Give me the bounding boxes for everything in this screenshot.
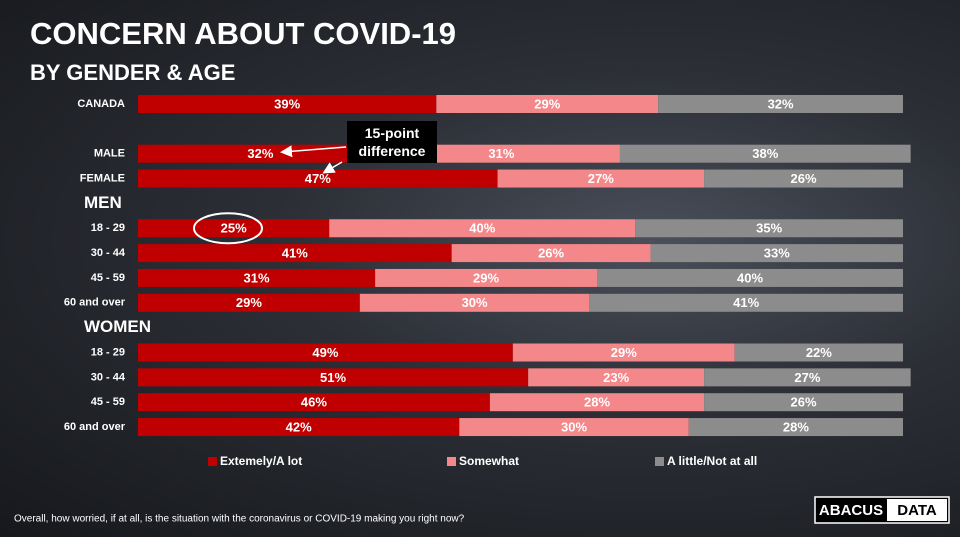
value-label: 27% [588, 171, 614, 186]
category-label: 18 - 29 [91, 346, 125, 358]
bar-segment [635, 219, 903, 238]
value-label: 26% [791, 395, 817, 410]
value-label: 29% [611, 345, 637, 360]
value-label: 41% [282, 246, 308, 261]
bar-segment [382, 144, 620, 163]
value-label: 26% [791, 171, 817, 186]
bar-segment [451, 244, 651, 263]
bar-segment [138, 268, 376, 287]
logo-left: ABACUS [819, 502, 883, 519]
value-label: 46% [301, 395, 327, 410]
bar-segment [138, 219, 330, 238]
chart-title: CONCERN ABOUT COVID-19 [30, 16, 456, 51]
arrow [280, 145, 347, 158]
legend-swatch [208, 457, 217, 466]
value-label: 22% [806, 345, 832, 360]
value-label: 31% [488, 146, 514, 161]
value-label: 38% [752, 146, 778, 161]
value-label: 29% [473, 270, 499, 285]
bar-segment [329, 219, 636, 238]
value-label: 41% [733, 295, 759, 310]
category-label: CANADA [77, 98, 125, 110]
value-label: 32% [247, 146, 273, 161]
bar-segment [497, 169, 705, 188]
bar-segment [138, 343, 513, 362]
bar-segment [138, 293, 360, 312]
annotation: 15-point difference [347, 121, 437, 163]
value-label: 31% [244, 270, 270, 285]
bar-segment [734, 343, 903, 362]
bar-segment [589, 293, 903, 312]
value-label: 42% [286, 419, 312, 434]
category-label: 60 and over [64, 297, 126, 309]
legend-swatch [655, 457, 664, 466]
bar-segment [597, 268, 903, 287]
value-label: 30% [462, 295, 488, 310]
bar-segment [138, 393, 490, 412]
logo-right: DATA [897, 502, 937, 519]
footnote: Overall, how worried, if at all, is the … [14, 514, 465, 525]
legend-label: A little/Not at all [667, 454, 757, 468]
bar-segment [704, 169, 903, 188]
value-label: 40% [469, 221, 495, 236]
category-label: FEMALE [80, 172, 125, 184]
value-label: 25% [221, 221, 247, 236]
value-label: 33% [764, 246, 790, 261]
value-label: 40% [737, 270, 763, 285]
value-label: 28% [584, 395, 610, 410]
legend-label: Somewhat [459, 454, 519, 468]
category-label: 18 - 29 [91, 222, 125, 234]
logo-box-right [887, 499, 947, 521]
group-label: WOMEN [84, 317, 151, 336]
bar-segment [138, 244, 452, 263]
bar-segment [375, 268, 597, 287]
value-label: 23% [603, 370, 629, 385]
category-label: 45 - 59 [91, 396, 125, 408]
category-label: 30 - 44 [91, 247, 126, 259]
legend-swatch [447, 457, 456, 466]
category-label: MALE [94, 148, 125, 160]
value-label: 29% [236, 295, 262, 310]
bar-segment [489, 393, 705, 412]
bar-segment [619, 144, 911, 163]
category-label: 60 and over [64, 421, 126, 433]
bar-segment [650, 244, 903, 263]
value-label: 28% [783, 419, 809, 434]
value-label: 51% [320, 370, 346, 385]
bar-segment [459, 418, 689, 437]
value-label: 30% [561, 419, 587, 434]
bar-segment [512, 343, 735, 362]
bar-segment [688, 418, 903, 437]
bar-segment [436, 95, 659, 113]
value-label: 27% [794, 370, 820, 385]
arrow [322, 161, 343, 174]
category-label: 30 - 44 [91, 371, 126, 383]
value-label: 26% [538, 246, 564, 261]
value-label: 35% [756, 221, 782, 236]
chart-subtitle: BY GENDER & AGE [30, 60, 235, 85]
bar-segment [704, 368, 911, 387]
bar-segment [704, 393, 903, 412]
bar-segment [138, 169, 498, 188]
group-label: MEN [84, 193, 122, 212]
bar-segment [658, 95, 903, 113]
value-label: 47% [305, 171, 331, 186]
bar-segment [359, 293, 590, 312]
value-label: 39% [274, 96, 300, 111]
bar-segment [138, 95, 437, 113]
legend-label: Extemely/A lot [220, 454, 302, 468]
value-label: 29% [534, 96, 560, 111]
bar-segment [528, 368, 705, 387]
bar-segment [138, 418, 460, 437]
value-label: 32% [768, 96, 794, 111]
value-label: 49% [312, 345, 338, 360]
highlight-circle [193, 212, 263, 245]
category-label: 45 - 59 [91, 272, 125, 284]
bar-segment [138, 368, 529, 387]
